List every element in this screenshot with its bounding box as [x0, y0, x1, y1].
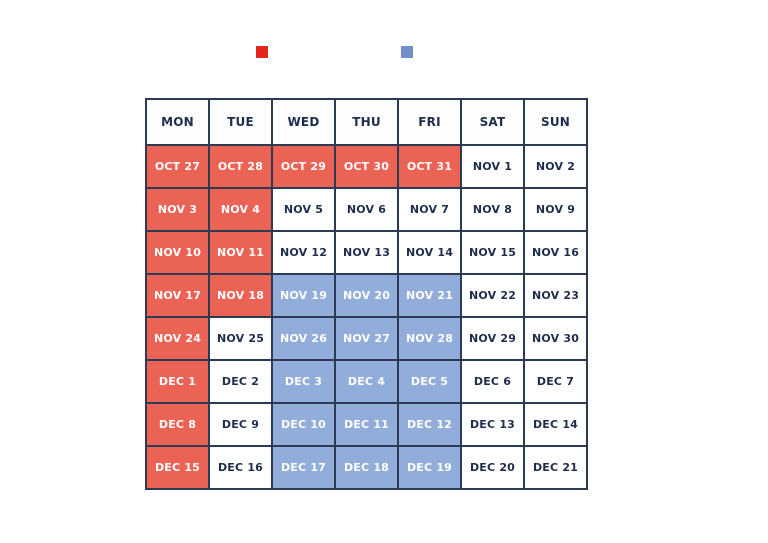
date-cell: DEC 12 — [397, 402, 462, 447]
date-cell: DEC 18 — [334, 445, 399, 490]
date-cell: NOV 13 — [334, 230, 399, 275]
date-cell: NOV 4 — [208, 187, 273, 232]
date-cell: NOV 30 — [523, 316, 588, 361]
week-row: OCT 27 OCT 28 OCT 29 OCT 30 OCT 31 NOV 1 NOV 2 — [145, 144, 588, 189]
date-cell: OCT 30 — [334, 144, 399, 189]
date-cell: DEC 7 — [523, 359, 588, 404]
weekday-header-tue: TUE — [208, 98, 273, 146]
date-cell: NOV 2 — [523, 144, 588, 189]
date-cell: NOV 12 — [271, 230, 336, 275]
date-cell: DEC 20 — [460, 445, 525, 490]
week-row: DEC 15 DEC 16 DEC 17 DEC 18 DEC 19 DEC 20 DEC … — [145, 445, 588, 490]
date-cell: NOV 18 — [208, 273, 273, 318]
week-row: NOV 24 NOV 25 NOV 26 NOV 27 NOV 28 NOV 29 NOV … — [145, 316, 588, 361]
date-cell: DEC 5 — [397, 359, 462, 404]
date-cell: NOV 16 — [523, 230, 588, 275]
date-cell: NOV 21 — [397, 273, 462, 318]
calendar-grid: MON TUE WED THU FRI SAT SUN OCT 27 OCT 28 OCT 29… — [145, 98, 588, 490]
weekday-header-mon: MON — [145, 98, 210, 146]
date-cell: DEC 9 — [208, 402, 273, 447]
date-cell: DEC 4 — [334, 359, 399, 404]
date-cell: DEC 6 — [460, 359, 525, 404]
date-cell: NOV 20 — [334, 273, 399, 318]
date-cell: DEC 16 — [208, 445, 273, 490]
date-cell: NOV 14 — [397, 230, 462, 275]
date-cell: NOV 5 — [271, 187, 336, 232]
calendar-body: OCT 27 OCT 28 OCT 29 OCT 30 OCT 31 NOV 1 NOV 2… — [145, 144, 588, 490]
date-cell: NOV 17 — [145, 273, 210, 318]
date-cell: NOV 7 — [397, 187, 462, 232]
date-cell: NOV 29 — [460, 316, 525, 361]
weekday-header-row: MON TUE WED THU FRI SAT SUN — [145, 98, 588, 146]
weekday-header-thu: THU — [334, 98, 399, 146]
weekday-header-sat: SAT — [460, 98, 525, 146]
date-cell: DEC 15 — [145, 445, 210, 490]
date-cell: DEC 21 — [523, 445, 588, 490]
date-cell: NOV 19 — [271, 273, 336, 318]
date-cell: DEC 14 — [523, 402, 588, 447]
date-cell: NOV 23 — [523, 273, 588, 318]
date-cell: DEC 3 — [271, 359, 336, 404]
legend-item-blue — [401, 46, 421, 58]
date-cell: NOV 15 — [460, 230, 525, 275]
weekday-header-sun: SUN — [523, 98, 588, 146]
date-cell: NOV 26 — [271, 316, 336, 361]
date-cell: NOV 9 — [523, 187, 588, 232]
date-cell: DEC 11 — [334, 402, 399, 447]
date-cell: NOV 22 — [460, 273, 525, 318]
date-cell: DEC 17 — [271, 445, 336, 490]
week-row: NOV 17 NOV 18 NOV 19 NOV 20 NOV 21 NOV 22 NOV … — [145, 273, 588, 318]
legend-swatch-red — [256, 46, 268, 58]
date-cell: NOV 25 — [208, 316, 273, 361]
weekday-header-fri: FRI — [397, 98, 462, 146]
date-cell: NOV 6 — [334, 187, 399, 232]
date-cell: OCT 28 — [208, 144, 273, 189]
week-row: DEC 1 DEC 2 DEC 3 DEC 4 DEC 5 DEC 6 DEC 7 — [145, 359, 588, 404]
date-cell: NOV 24 — [145, 316, 210, 361]
date-cell: NOV 3 — [145, 187, 210, 232]
date-cell: NOV 28 — [397, 316, 462, 361]
date-cell: DEC 19 — [397, 445, 462, 490]
legend-item-red — [256, 46, 276, 58]
date-cell: DEC 1 — [145, 359, 210, 404]
legend-swatch-blue — [401, 46, 413, 58]
date-cell: DEC 8 — [145, 402, 210, 447]
weekday-header-wed: WED — [271, 98, 336, 146]
date-cell: NOV 11 — [208, 230, 273, 275]
date-cell: NOV 10 — [145, 230, 210, 275]
date-cell: DEC 2 — [208, 359, 273, 404]
date-cell: NOV 1 — [460, 144, 525, 189]
date-cell: OCT 29 — [271, 144, 336, 189]
date-cell: DEC 13 — [460, 402, 525, 447]
week-row: NOV 10 NOV 11 NOV 12 NOV 13 NOV 14 NOV 15 NOV … — [145, 230, 588, 275]
date-cell: OCT 27 — [145, 144, 210, 189]
date-cell: NOV 27 — [334, 316, 399, 361]
legend — [256, 46, 556, 62]
date-cell: DEC 10 — [271, 402, 336, 447]
date-cell: NOV 8 — [460, 187, 525, 232]
date-cell: OCT 31 — [397, 144, 462, 189]
week-row: NOV 3 NOV 4 NOV 5 NOV 6 NOV 7 NOV 8 NOV 9 — [145, 187, 588, 232]
week-row: DEC 8 DEC 9 DEC 10 DEC 11 DEC 12 DEC 13 DEC 14 — [145, 402, 588, 447]
